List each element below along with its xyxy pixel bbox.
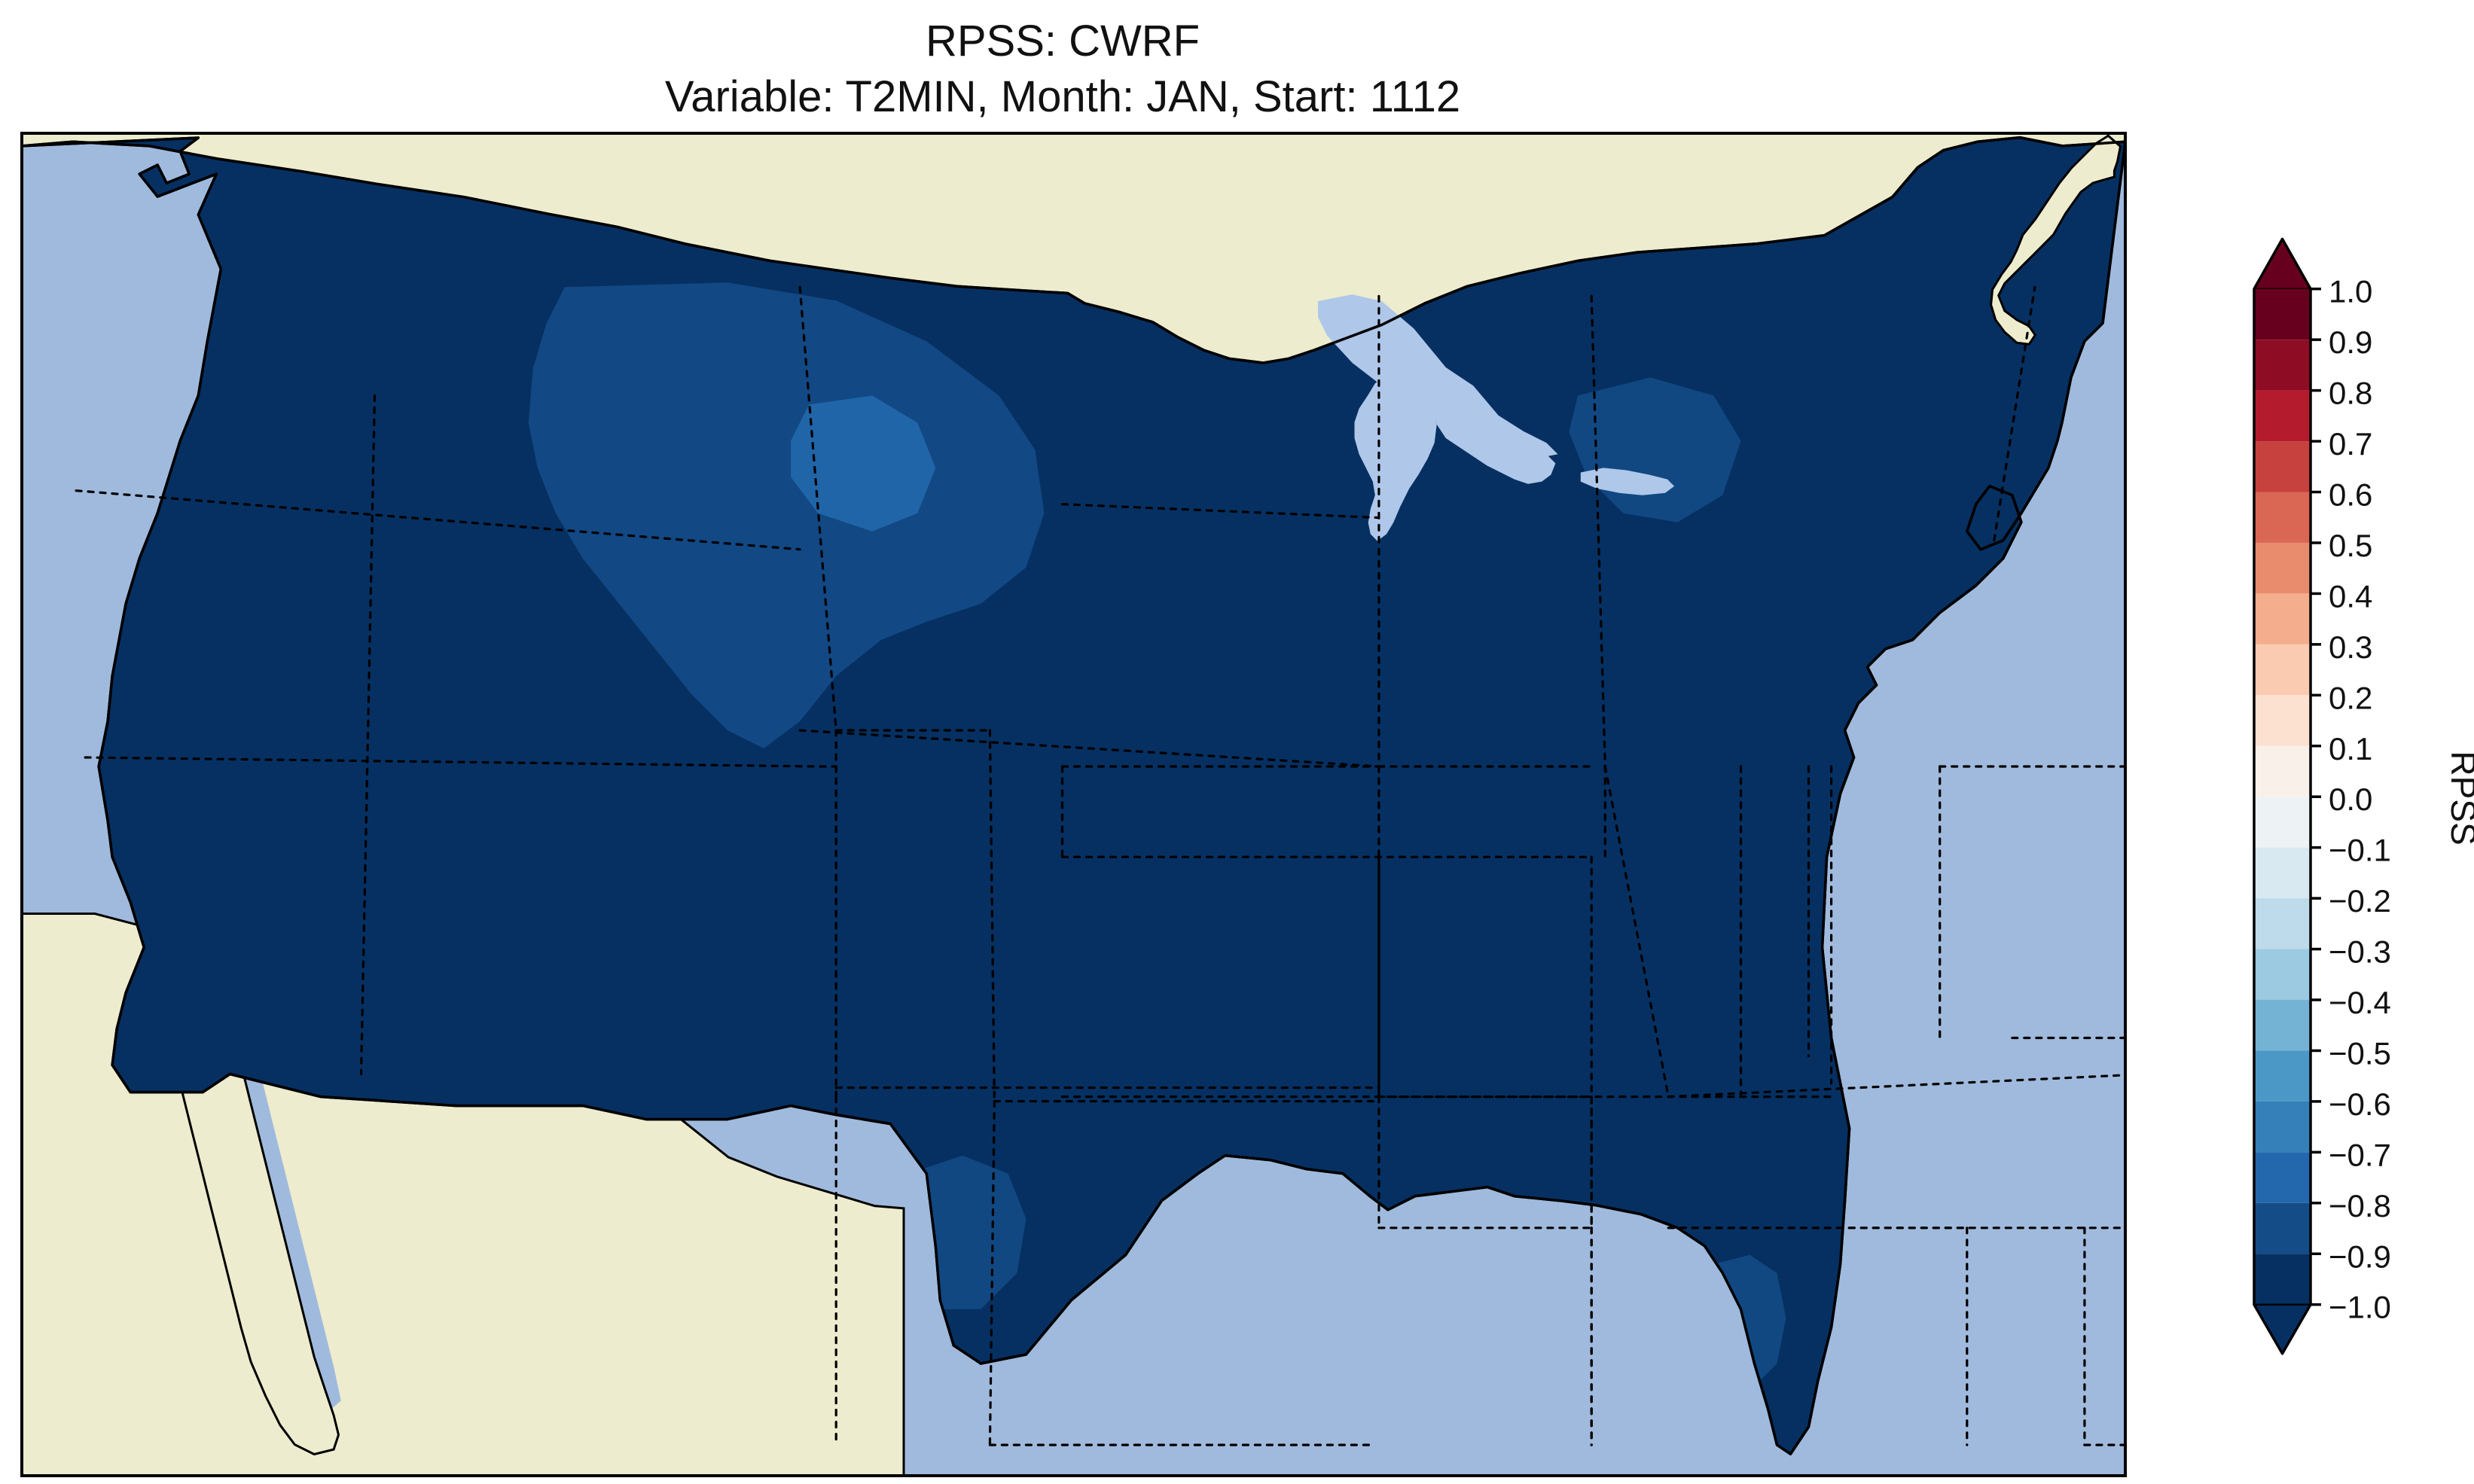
svg-text:0.4: 0.4 [2329, 578, 2372, 614]
svg-text:−0.8: −0.8 [2329, 1188, 2391, 1223]
svg-text:−0.1: −0.1 [2329, 833, 2391, 868]
svg-text:−0.2: −0.2 [2329, 883, 2391, 919]
svg-text:0.3: 0.3 [2329, 629, 2372, 665]
svg-text:−0.9: −0.9 [2329, 1239, 2391, 1274]
svg-text:−0.6: −0.6 [2329, 1086, 2391, 1122]
svg-text:−0.5: −0.5 [2329, 1035, 2391, 1071]
svg-text:−0.3: −0.3 [2329, 934, 2391, 970]
svg-text:−0.7: −0.7 [2329, 1137, 2391, 1172]
svg-text:0.2: 0.2 [2329, 680, 2372, 715]
svg-text:1.0: 1.0 [2329, 274, 2372, 309]
svg-text:0.8: 0.8 [2329, 376, 2372, 411]
svg-text:RPSS: RPSS [2444, 751, 2474, 845]
svg-text:0.6: 0.6 [2329, 477, 2372, 513]
svg-text:−0.4: −0.4 [2329, 985, 2391, 1020]
svg-text:0.1: 0.1 [2329, 731, 2372, 766]
svg-text:0.9: 0.9 [2329, 325, 2372, 360]
svg-text:0.7: 0.7 [2329, 426, 2372, 462]
svg-text:0.0: 0.0 [2329, 782, 2372, 817]
svg-text:0.5: 0.5 [2329, 528, 2372, 563]
svg-text:−1.0: −1.0 [2329, 1290, 2391, 1325]
